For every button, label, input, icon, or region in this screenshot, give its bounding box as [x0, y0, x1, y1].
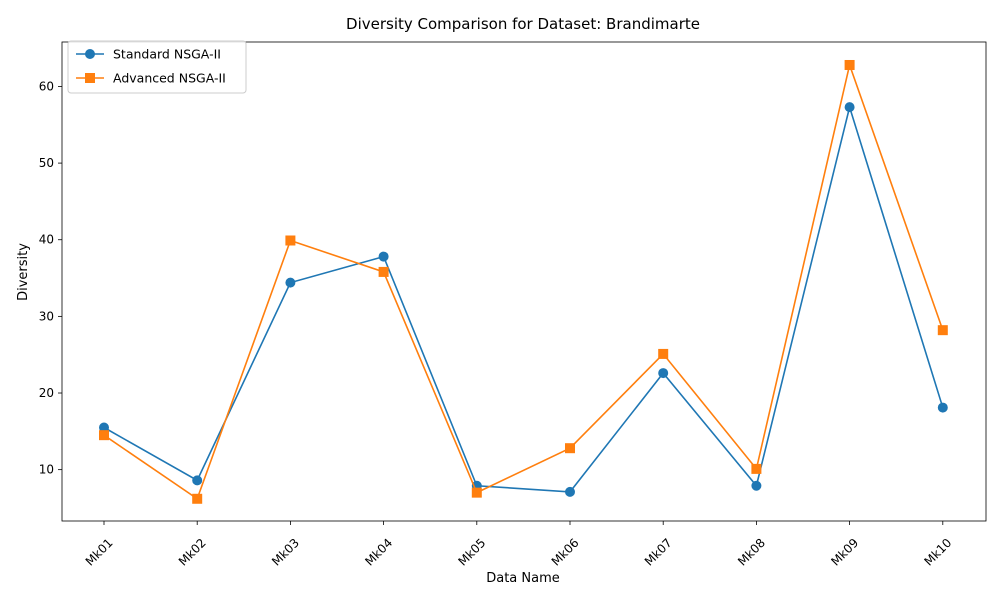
y-tick-label: 40: [39, 233, 54, 247]
legend-label: Advanced NSGA-II: [113, 71, 226, 86]
legend-box: [67, 40, 247, 94]
y-tick-label: 20: [39, 386, 54, 400]
y-axis-label: Diversity: [16, 243, 31, 301]
series-line: [103, 104, 944, 493]
series-2: [99, 59, 948, 504]
data-point: [378, 266, 389, 277]
legend-label: Standard NSGA-II: [113, 47, 221, 62]
x-tick-label: Mk03: [269, 536, 302, 569]
y-tick-label: 10: [39, 463, 54, 477]
data-point: [192, 475, 203, 486]
x-tick-label: Mk06: [549, 536, 582, 569]
x-axis-label: Data Name: [486, 571, 560, 586]
y-tick-label: 50: [39, 156, 54, 170]
legend-marker: [85, 73, 95, 83]
y-tick-label: 30: [39, 309, 54, 323]
data-point: [658, 348, 669, 359]
legend-marker: [85, 49, 95, 59]
data-point: [285, 277, 296, 288]
x-tick-label: Mk04: [362, 536, 395, 569]
data-point: [751, 463, 762, 474]
series-line: [103, 62, 944, 501]
data-point: [565, 443, 575, 454]
data-point: [751, 480, 762, 491]
y-tick-label: 60: [39, 79, 54, 93]
x-tick-label: Mk05: [456, 536, 489, 569]
series-1: [99, 102, 948, 497]
x-tick-label: Mk08: [735, 536, 768, 569]
x-tick-label: Mk09: [828, 536, 861, 569]
data-point: [844, 102, 855, 113]
x-tick-label: Mk10: [922, 536, 955, 569]
legend-item: Advanced NSGA-II: [76, 71, 226, 86]
plot-area: 10 20 30 40 50 60 Mk01 Mk02 Mk03 Mk04 Mk05 Mk06 Mk07…: [39, 41, 987, 569]
plot-frame: [61, 41, 987, 522]
data-point: [378, 251, 389, 262]
data-point: [565, 486, 575, 497]
x-tick-label: Mk01: [83, 536, 116, 569]
legend-item: Standard NSGA-II: [76, 47, 221, 62]
data-point: [192, 493, 203, 504]
x-tick-label: Mk07: [642, 536, 675, 569]
legend: Standard NSGA-II Advanced NSGA-II: [67, 40, 247, 94]
data-point: [658, 368, 669, 379]
chart-title: Diversity Comparison for Dataset: Brandi…: [346, 15, 700, 33]
data-point: [844, 59, 855, 70]
data-point: [99, 430, 109, 441]
data-point: [937, 325, 948, 336]
data-point: [471, 487, 482, 498]
data-point: [937, 402, 948, 413]
data-point: [285, 235, 296, 246]
x-tick-label: Mk02: [176, 536, 209, 569]
